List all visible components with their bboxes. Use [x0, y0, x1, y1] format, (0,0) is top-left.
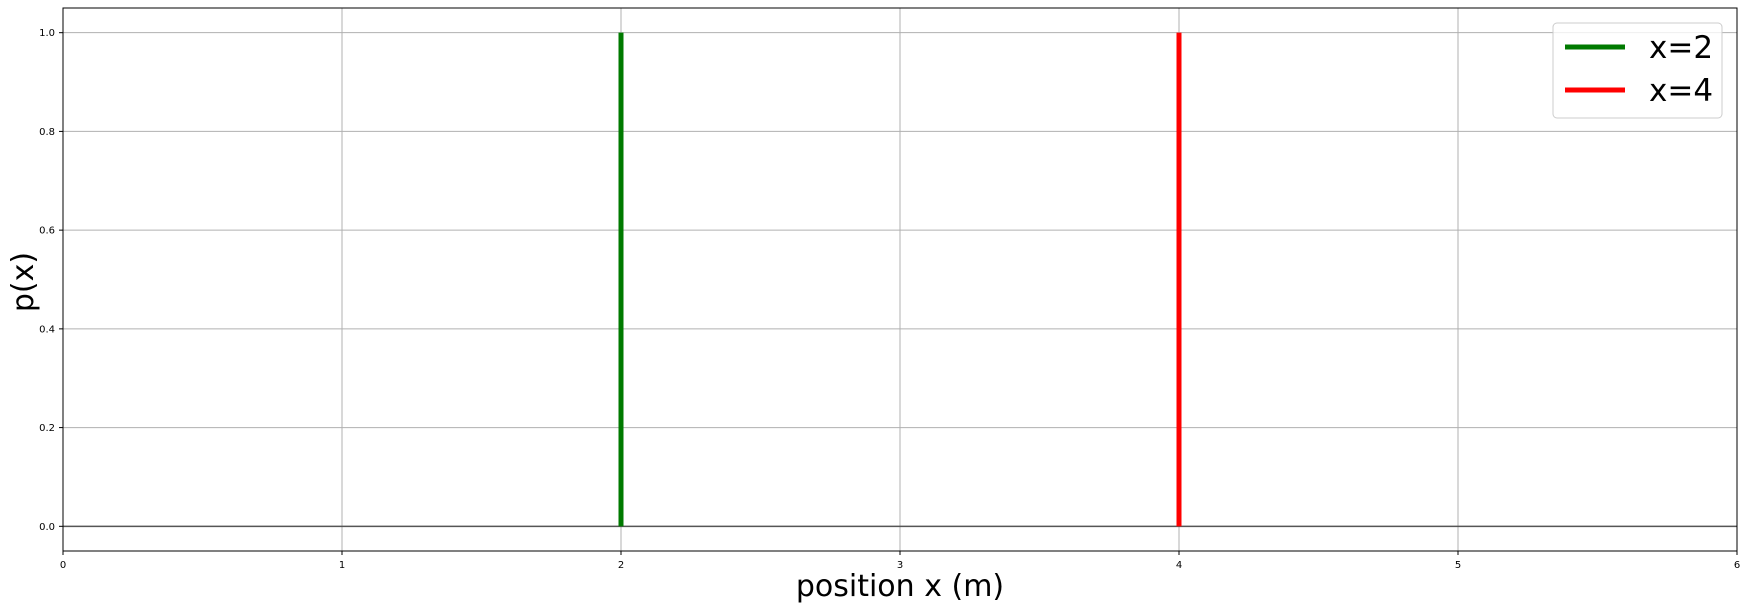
- y-tick-label: 0.6: [39, 226, 55, 237]
- y-tick-label: 0.4: [39, 324, 55, 335]
- x-tick-label: 6: [1734, 560, 1740, 571]
- x-tick-label: 4: [1176, 560, 1182, 571]
- x-tick-label: 3: [897, 560, 903, 571]
- y-tick-label: 1.0: [39, 28, 55, 39]
- y-tick-label: 0.0: [39, 522, 55, 533]
- axis-ticks: 0 1 2 3 4 5 6 0.0 0.2 0.4 0.6 0.8 1.0: [39, 28, 1740, 571]
- grid: [62, 8, 1738, 551]
- y-axis-title: p(x): [6, 252, 41, 312]
- y-tick-label: 0.8: [39, 127, 55, 138]
- legend-label-1: x=2: [1649, 30, 1713, 66]
- x-tick-label: 5: [1455, 560, 1461, 571]
- x-tick-label: 2: [618, 560, 624, 571]
- legend-label-2: x=4: [1649, 73, 1713, 109]
- x-axis-title: position x (m): [796, 569, 1004, 604]
- x-tick-label: 1: [339, 560, 345, 571]
- series-lines: [618, 32, 1182, 527]
- x-tick-label: 0: [60, 560, 66, 571]
- y-tick-label: 0.2: [39, 423, 55, 434]
- legend: x=2x=4: [1552, 22, 1723, 119]
